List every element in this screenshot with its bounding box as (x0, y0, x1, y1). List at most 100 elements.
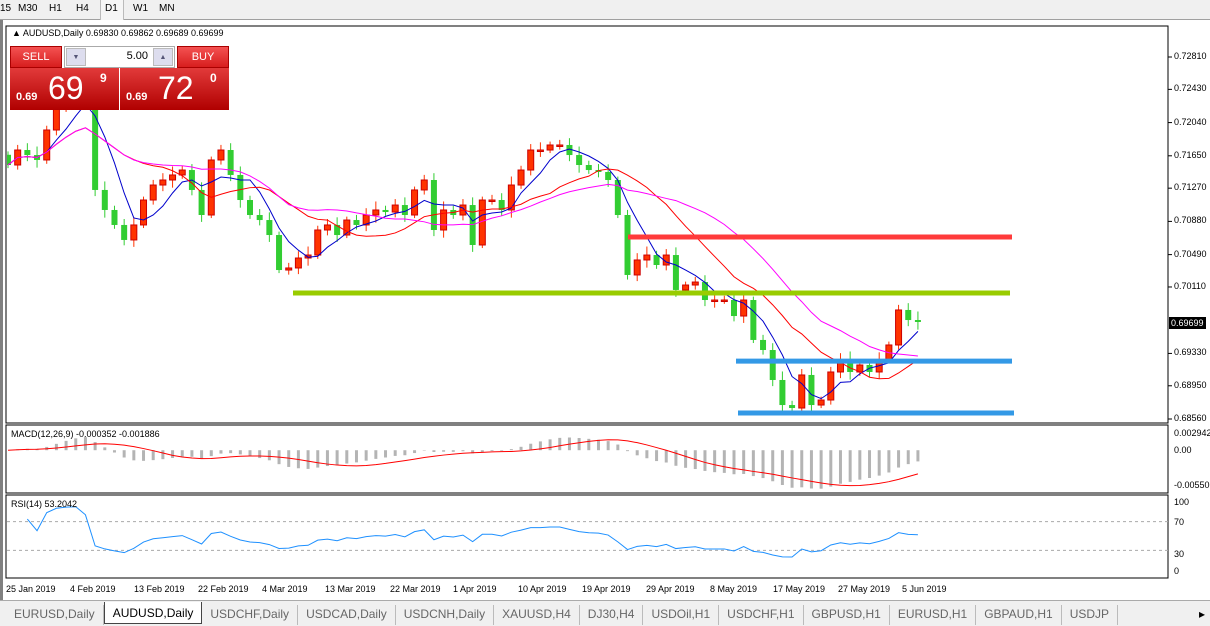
chart-tab[interactable]: GBPUSD,H1 (804, 605, 890, 625)
bullish-candle (178, 169, 186, 176)
bullish-candle (488, 199, 496, 203)
bearish-candle (382, 209, 389, 213)
bearish-candle (760, 339, 767, 351)
timeframe-m30[interactable]: M30 (18, 3, 38, 14)
bullish-candle (149, 184, 157, 201)
timeframe-w1[interactable]: W1 (133, 3, 148, 14)
volume-up-icon[interactable]: ▲ (153, 48, 173, 66)
bearish-candle (731, 300, 737, 317)
buy-button[interactable]: BUY (177, 46, 229, 68)
rsi-axis-70: 70 (1174, 517, 1185, 527)
bearish-candle (905, 309, 912, 321)
bearish-candle (276, 235, 283, 271)
sell-button[interactable]: SELL (10, 46, 62, 68)
bearish-candle (624, 215, 631, 275)
chart-tab[interactable]: USDCNH,Daily (396, 605, 495, 625)
bearish-candle (614, 179, 621, 216)
price-axis-label: 0.68950 (1174, 379, 1207, 390)
bearish-candle (353, 220, 360, 225)
bearish-candle (779, 379, 786, 406)
bullish-candle (817, 399, 825, 406)
bullish-candle (130, 224, 138, 241)
chart-canvas[interactable] (0, 0, 1210, 600)
chart-tab[interactable]: EURUSD,Daily (6, 605, 104, 625)
chart-tab[interactable]: GBPAUD,H1 (976, 605, 1062, 625)
bullish-candle (440, 209, 448, 231)
bearish-candle (256, 215, 263, 221)
macd-label: MACD(12,26,9) -0.000352 -0.001886 (11, 429, 160, 439)
bullish-candle (420, 179, 428, 191)
chart-tab[interactable]: DJ30,H4 (580, 605, 644, 625)
date-axis-label: 19 Apr 2019 (582, 584, 631, 594)
candles-group (7, 84, 1014, 416)
rsi-axis-30: 30 (1174, 549, 1185, 559)
chart-tab[interactable]: USDCHF,Daily (202, 605, 299, 625)
bullish-candle (682, 284, 690, 291)
bearish-candle (401, 205, 408, 216)
chart-window[interactable] (0, 20, 1210, 600)
buy-price[interactable]: 0.69 72 0 (120, 68, 229, 110)
timeframe-selected-bg (100, 0, 124, 20)
bearish-candle (111, 209, 118, 225)
bearish-candle (24, 150, 31, 156)
tabs-scroll-right-icon[interactable]: ▸ (1194, 605, 1210, 625)
volume-input[interactable]: 5.00 (126, 50, 148, 62)
bullish-candle (294, 257, 302, 269)
bullish-candle (217, 149, 225, 161)
bearish-candle (585, 165, 592, 171)
bearish-candle (672, 255, 679, 290)
date-axis-label: 4 Feb 2019 (70, 584, 116, 594)
bearish-candle (227, 150, 234, 175)
rsi-panel-border (5, 494, 1169, 579)
price-axis-label: 0.72430 (1174, 83, 1207, 94)
timeframe-h1[interactable]: H1 (49, 3, 62, 14)
bearish-candle (498, 200, 505, 210)
chart-tabs-bar: EURUSD,Daily AUDUSD,Daily USDCHF,Daily USDC… (0, 600, 1210, 626)
bullish-candle (159, 179, 167, 186)
timeframe-mn[interactable]: MN (159, 3, 175, 14)
chart-ohlc-label: AUDUSD,Daily 0.69830 0.69862 0.69689 0.6… (22, 28, 224, 38)
bullish-candle (43, 129, 51, 161)
buy-price-prefix: 0.69 (126, 91, 148, 103)
moving-average-5 (7, 103, 919, 400)
bullish-candle (169, 174, 177, 181)
bullish-candle (546, 144, 554, 151)
bullish-candle (633, 259, 641, 276)
chart-tab[interactable]: USDCHF,H1 (719, 605, 804, 625)
chart-tab[interactable]: USDCAD,Daily (298, 605, 396, 625)
bearish-candle (237, 174, 244, 201)
chart-tab[interactable]: XAUUSD,H4 (494, 605, 580, 625)
chart-tab[interactable]: EURUSD,H1 (890, 605, 977, 625)
chart-tab[interactable]: AUDUSD,Daily (103, 602, 203, 624)
bullish-candle (691, 281, 699, 286)
volume-stepper[interactable]: ▼ 5.00 ▲ (64, 46, 175, 68)
date-axis-label: 5 Jun 2019 (902, 584, 947, 594)
bearish-candle (769, 350, 776, 380)
sell-price[interactable]: 0.69 69 9 (10, 68, 119, 110)
price-axis-label: 0.72810 (1174, 51, 1207, 61)
bullish-candle (140, 199, 148, 226)
timeframe-h4[interactable]: H4 (76, 3, 89, 14)
date-axis-label: 17 May 2019 (773, 584, 826, 594)
volume-down-icon[interactable]: ▼ (66, 48, 86, 66)
chart-tab[interactable]: USDOil,H1 (643, 605, 720, 625)
macd-axis-min: -0.00550 (1174, 480, 1210, 490)
chart-tab[interactable]: USDJP (1062, 605, 1119, 625)
bearish-candle (101, 189, 108, 210)
bearish-candle (789, 405, 796, 409)
price-axis-label: 0.69330 (1174, 347, 1207, 358)
macd-panel-border (5, 424, 1169, 494)
timeframe-m15[interactable]: 15 (0, 3, 12, 14)
date-axis-label: 13 Feb 2019 (134, 584, 185, 594)
bearish-candle (653, 255, 660, 266)
bullish-candle (711, 299, 719, 303)
rsi-axis-100: 100 (1174, 497, 1190, 507)
rsi-line (26, 506, 918, 558)
bullish-candle (798, 374, 806, 409)
bullish-candle (285, 267, 293, 271)
bearish-candle (7, 154, 11, 166)
bearish-candle (847, 359, 854, 372)
bearish-candle (334, 224, 341, 236)
bullish-candle (391, 204, 399, 213)
timeframe-d1[interactable]: D1 (105, 3, 118, 14)
